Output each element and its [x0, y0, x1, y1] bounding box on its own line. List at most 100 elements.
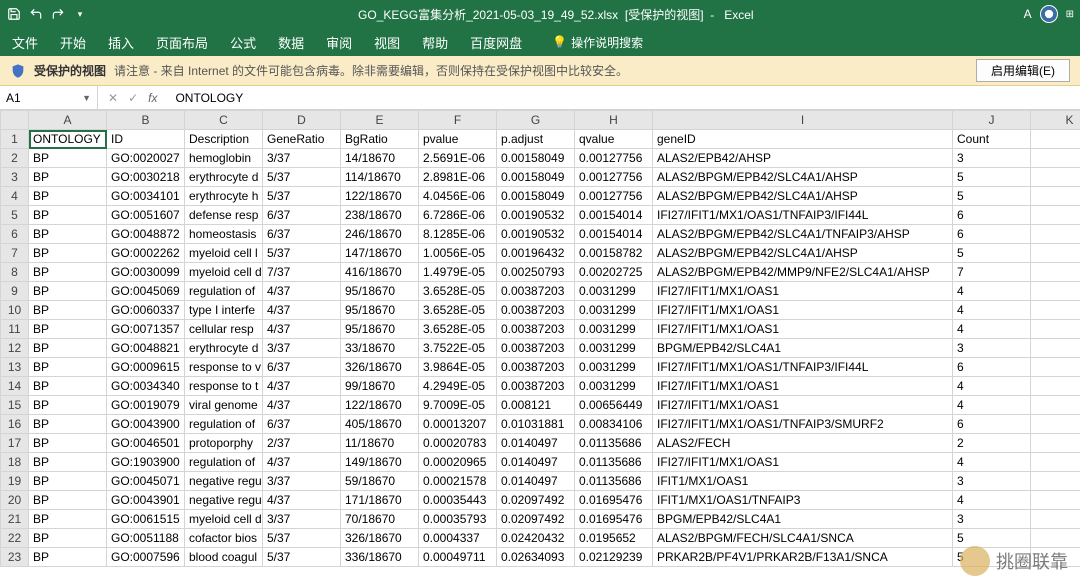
row-header[interactable]: 5 [1, 206, 29, 225]
cell[interactable]: 4/37 [263, 377, 341, 396]
fx-icon[interactable]: fx [148, 91, 157, 105]
cell[interactable]: 0.00035443 [419, 491, 497, 510]
cell[interactable]: 5 [953, 244, 1031, 263]
cell[interactable]: 5 [953, 529, 1031, 548]
cell[interactable]: 4/37 [263, 396, 341, 415]
cell[interactable]: 0.0140497 [497, 453, 575, 472]
cell[interactable]: 238/18670 [341, 206, 419, 225]
cell[interactable]: 0.00158782 [575, 244, 653, 263]
row-header[interactable]: 2 [1, 149, 29, 168]
tab-insert[interactable]: 插入 [106, 29, 136, 56]
cell[interactable]: type I interfe [185, 301, 263, 320]
cell[interactable] [1031, 244, 1080, 263]
cell[interactable]: 0.00154014 [575, 206, 653, 225]
tab-pagelayout[interactable]: 页面布局 [154, 29, 210, 56]
cell[interactable]: 0.00158049 [497, 168, 575, 187]
cell[interactable]: 416/18670 [341, 263, 419, 282]
cell[interactable] [1031, 206, 1080, 225]
col-header[interactable]: G [497, 111, 575, 130]
cell[interactable]: 0.0031299 [575, 358, 653, 377]
cell[interactable]: 0.0031299 [575, 339, 653, 358]
cell[interactable]: pvalue [419, 130, 497, 149]
cell[interactable]: 4/37 [263, 491, 341, 510]
cell[interactable]: BP [29, 168, 107, 187]
cell[interactable]: 0.00021578 [419, 472, 497, 491]
cell[interactable]: 3 [953, 339, 1031, 358]
cell[interactable]: 147/18670 [341, 244, 419, 263]
cell[interactable]: 8.1285E-06 [419, 225, 497, 244]
row-header[interactable]: 14 [1, 377, 29, 396]
col-header[interactable]: B [107, 111, 185, 130]
col-header[interactable]: J [953, 111, 1031, 130]
row-header[interactable]: 18 [1, 453, 29, 472]
user-initial[interactable]: A [1024, 7, 1032, 21]
cell[interactable]: GO:0051188 [107, 529, 185, 548]
row-header[interactable]: 11 [1, 320, 29, 339]
cell[interactable]: 2/37 [263, 434, 341, 453]
cancel-icon[interactable]: ✕ [108, 91, 118, 105]
cell[interactable]: p.adjust [497, 130, 575, 149]
formula-bar[interactable]: ONTOLOGY [167, 91, 1080, 105]
cell[interactable]: erythrocyte h [185, 187, 263, 206]
col-header[interactable]: E [341, 111, 419, 130]
row-header[interactable]: 12 [1, 339, 29, 358]
cell[interactable]: BP [29, 244, 107, 263]
col-header[interactable]: A [29, 111, 107, 130]
cell[interactable]: 3 [953, 510, 1031, 529]
cell[interactable]: 4.0456E-06 [419, 187, 497, 206]
cell[interactable]: BP [29, 453, 107, 472]
cell[interactable]: 0.0031299 [575, 301, 653, 320]
cell[interactable]: Description [185, 130, 263, 149]
cell[interactable]: BP [29, 301, 107, 320]
cell[interactable]: 0.02420432 [497, 529, 575, 548]
enter-icon[interactable]: ✓ [128, 91, 138, 105]
cell[interactable]: 0.00020783 [419, 434, 497, 453]
cell[interactable]: 14/18670 [341, 149, 419, 168]
cell[interactable]: 0.00387203 [497, 339, 575, 358]
cell[interactable]: IFI27/IFIT1/MX1/OAS1 [653, 301, 953, 320]
cell[interactable]: GO:0071357 [107, 320, 185, 339]
cell[interactable]: 7/37 [263, 263, 341, 282]
qat-dropdown-icon[interactable]: ▾ [72, 6, 88, 22]
cell[interactable]: myeloid cell d [185, 263, 263, 282]
cell[interactable]: BP [29, 377, 107, 396]
cell[interactable]: 0.0031299 [575, 320, 653, 339]
cell[interactable]: GO:0045069 [107, 282, 185, 301]
cell[interactable]: IFIT1/MX1/OAS1 [653, 472, 953, 491]
cell[interactable] [1031, 377, 1080, 396]
cell[interactable]: BPGM/EPB42/SLC4A1 [653, 510, 953, 529]
cell[interactable]: 2 [953, 434, 1031, 453]
cell[interactable]: 122/18670 [341, 396, 419, 415]
cell[interactable]: 1.0056E-05 [419, 244, 497, 263]
cell[interactable]: homeostasis [185, 225, 263, 244]
cell[interactable]: 246/18670 [341, 225, 419, 244]
cell[interactable]: regulation of [185, 453, 263, 472]
cell[interactable]: 0.00190532 [497, 206, 575, 225]
enable-editing-button[interactable]: 启用编辑(E) [976, 59, 1070, 82]
cell[interactable]: 99/18670 [341, 377, 419, 396]
cell[interactable]: 95/18670 [341, 282, 419, 301]
cell[interactable]: 5/37 [263, 529, 341, 548]
cell[interactable] [1031, 149, 1080, 168]
cell[interactable]: 0.00020965 [419, 453, 497, 472]
cell[interactable]: 9.7009E-05 [419, 396, 497, 415]
col-header[interactable]: I [653, 111, 953, 130]
tab-view[interactable]: 视图 [372, 29, 402, 56]
cell[interactable]: IFI27/IFIT1/MX1/OAS1/TNFAIP3/IFI44L [653, 358, 953, 377]
cell[interactable] [1031, 187, 1080, 206]
col-header[interactable]: K [1031, 111, 1080, 130]
tab-help[interactable]: 帮助 [420, 29, 450, 56]
row-header[interactable]: 1 [1, 130, 29, 149]
cell[interactable]: IFI27/IFIT1/MX1/OAS1/TNFAIP3/SMURF2 [653, 415, 953, 434]
cell[interactable]: GO:0060337 [107, 301, 185, 320]
cell[interactable]: 4 [953, 491, 1031, 510]
cell[interactable]: GO:0043901 [107, 491, 185, 510]
cell[interactable]: BP [29, 206, 107, 225]
cell[interactable]: 2.8981E-06 [419, 168, 497, 187]
name-box[interactable]: A1 ▼ [0, 86, 98, 109]
cell[interactable]: 5 [953, 187, 1031, 206]
cell[interactable]: 4 [953, 301, 1031, 320]
cell[interactable]: 6 [953, 415, 1031, 434]
cell[interactable]: BP [29, 282, 107, 301]
cell[interactable]: 0.0140497 [497, 472, 575, 491]
